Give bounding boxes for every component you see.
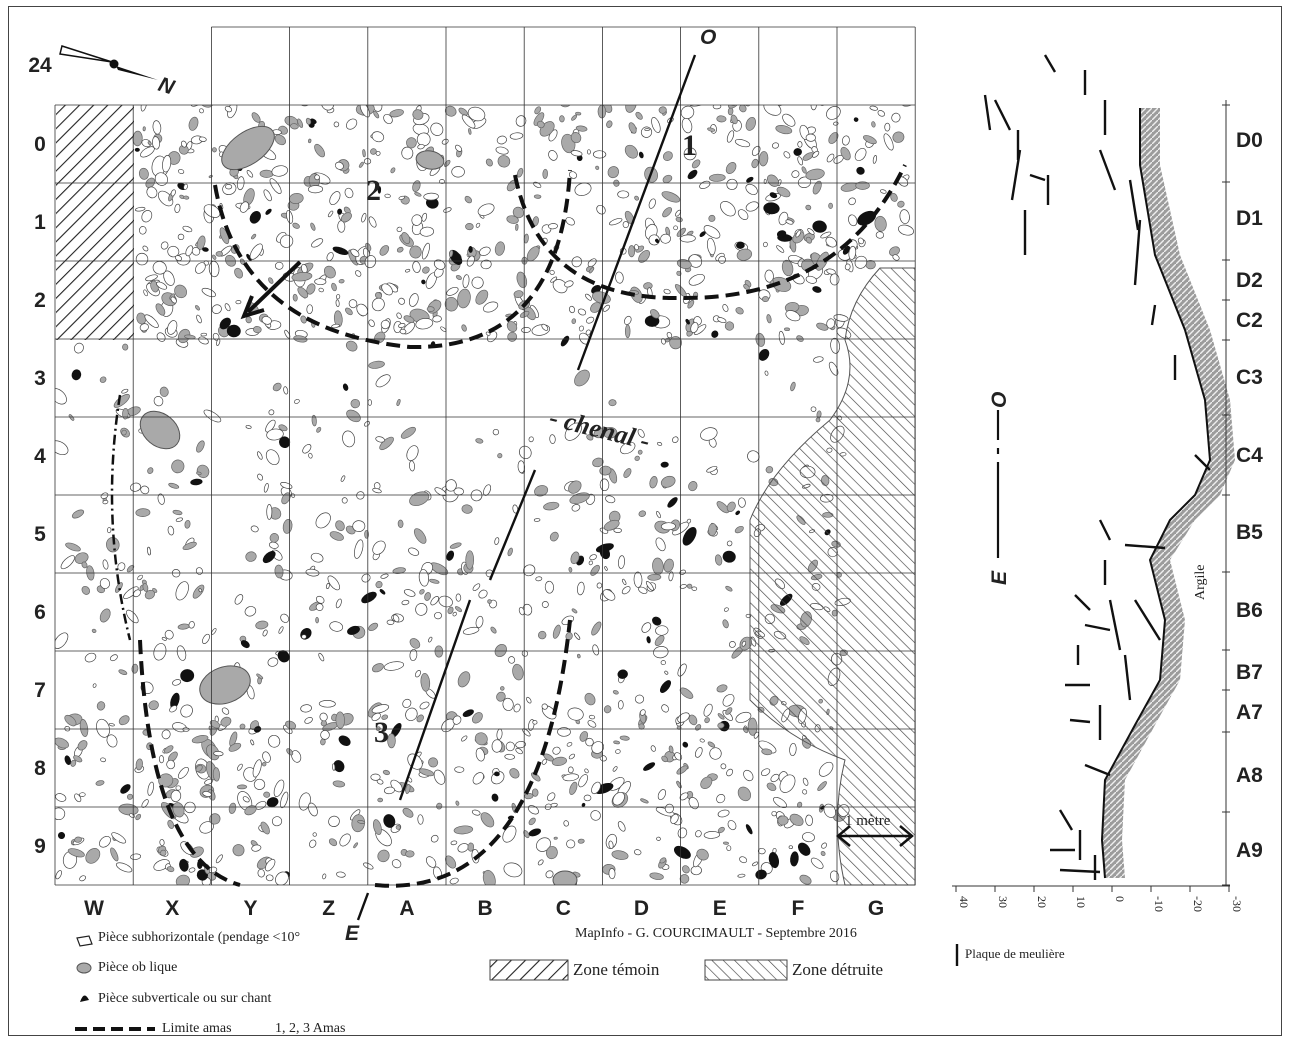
argile-band — [1102, 108, 1235, 878]
axis-tick-label: 10 — [1074, 896, 1088, 908]
legend-subhorizontal-text: Pièce subhorizontale (pendage <10° — [98, 930, 301, 945]
col-label-f: F — [791, 897, 804, 920]
argile-boundary — [1100, 108, 1212, 879]
layer-label-c4: C4 — [1236, 444, 1263, 467]
legend-temoin-swatch — [489, 959, 569, 981]
stratigraphic-profile: D0 D1 D2 C2 C3 C4 B5 B6 B7 A7 A8 A9 40 30 20 10 0 -10 -20… — [952, 54, 1263, 966]
zone-temoin-area — [56, 105, 134, 340]
axis-tick-label: 30 — [996, 896, 1010, 908]
north-label: N — [155, 73, 177, 100]
meuliere-plaques — [983, 54, 1211, 880]
col-label-e: E — [713, 897, 727, 920]
amas-3-limit — [138, 619, 572, 888]
argile-label: Argile — [1193, 564, 1208, 600]
layer-label-a9: A9 — [1236, 839, 1263, 862]
axis-tick-label: 20 — [1035, 896, 1049, 908]
orientation-e: E — [988, 570, 1011, 585]
credit-text: MapInfo - G. COURCIMAULT - Septembre 201… — [575, 926, 857, 941]
col-label-d: D — [634, 897, 649, 920]
row-label-6: 6 — [34, 601, 46, 624]
layer-ticks — [1222, 104, 1230, 886]
layer-label-c3: C3 — [1236, 366, 1263, 389]
legend-subhorizontal-icon — [76, 935, 93, 947]
layer-labels: D0 D1 D2 C2 C3 C4 B5 B6 B7 A7 A8 A9 — [1236, 129, 1263, 862]
col-label-w: W — [84, 897, 104, 920]
row-label-3: 3 — [34, 367, 46, 390]
amas-limit-dotdash — [110, 394, 132, 641]
section-line — [356, 54, 697, 921]
axis-tick-label: -10 — [1152, 896, 1166, 912]
col-label-a: A — [399, 897, 414, 920]
legend-symbols — [75, 935, 788, 1031]
legend-detruite-swatch — [704, 959, 788, 981]
layer-label-d2: D2 — [1236, 269, 1263, 292]
legend-amas-text: 1, 2, 3 Amas — [275, 1021, 346, 1036]
cluster-1-label: 1 — [682, 129, 697, 162]
scale-label: 1 mètre — [845, 813, 891, 829]
amas-2-limit — [213, 169, 572, 350]
col-label-b: B — [478, 897, 493, 920]
col-label-g: G — [868, 897, 884, 920]
row-label-4: 4 — [34, 445, 46, 468]
row-label-8: 8 — [34, 757, 46, 780]
layer-label-d1: D1 — [1236, 207, 1263, 230]
amas-limits — [138, 164, 907, 888]
col-label-c: C — [556, 897, 571, 920]
layer-label-b7: B7 — [1236, 661, 1263, 684]
row-label-9: 9 — [34, 835, 46, 858]
cluster-3-label: 3 — [374, 716, 389, 749]
legend-limite-text: Limite amas — [162, 1021, 232, 1036]
layer-label-c2: C2 — [1236, 309, 1263, 332]
grid-lines — [54, 26, 916, 886]
row-label-2: 2 — [34, 289, 46, 312]
legend-oblique-text: Pièce ob lique — [98, 960, 178, 975]
chenal-label: - chenal - — [547, 403, 654, 456]
row-label-0: 0 — [34, 133, 46, 156]
row-label-7: 7 — [34, 679, 46, 702]
legend-subverticale-icon — [80, 995, 89, 1002]
col-label-z: Z — [322, 897, 335, 920]
col-label-y: Y — [243, 897, 257, 920]
axis-tick-label: 40 — [957, 896, 971, 908]
row-label-1: 1 — [34, 211, 46, 234]
layer-label-b5: B5 — [1236, 521, 1263, 544]
amas-1-limit — [513, 164, 907, 301]
axis-tick-label: 0 — [1113, 896, 1127, 902]
north-arrow-icon — [59, 45, 158, 80]
arrow-amas-2 — [240, 260, 302, 320]
section-o-label: O — [700, 26, 716, 49]
profile-axis-ticks: 40 30 20 10 0 -10 -20 -30 — [955, 886, 1244, 912]
axis-tick-label: -20 — [1191, 896, 1205, 912]
orientation-o: O — [988, 392, 1011, 408]
legend-oblique-icon — [76, 962, 92, 974]
row-label-5: 5 — [34, 523, 46, 546]
figure-frame — [8, 6, 1282, 1036]
grid-labels: W X Y Z A B C D E F G 24 0 1 2 3 4 5 6 7 8 9 — [28, 54, 884, 920]
cluster-2-label: 2 — [366, 174, 381, 207]
layer-label-d0: D0 — [1236, 129, 1263, 152]
col-label-x: X — [165, 897, 179, 920]
legend-temoin-text: Zone témoin — [573, 960, 660, 979]
layer-label-b6: B6 — [1236, 599, 1263, 622]
legend-subverticale-text: Pièce subverticale ou sur chant — [98, 991, 272, 1006]
scale-bar — [836, 825, 914, 847]
layer-label-a7: A7 — [1236, 701, 1263, 724]
zone-detruite-area — [749, 267, 916, 886]
meuliere-legend-label: Plaque de meulière — [965, 946, 1065, 961]
section-e-label: E — [345, 922, 360, 945]
layer-label-a8: A8 — [1236, 764, 1263, 787]
axis-tick-label: -30 — [1230, 896, 1244, 912]
row-label-24: 24 — [28, 54, 52, 77]
legend-detruite-text: Zone détruite — [792, 960, 884, 979]
